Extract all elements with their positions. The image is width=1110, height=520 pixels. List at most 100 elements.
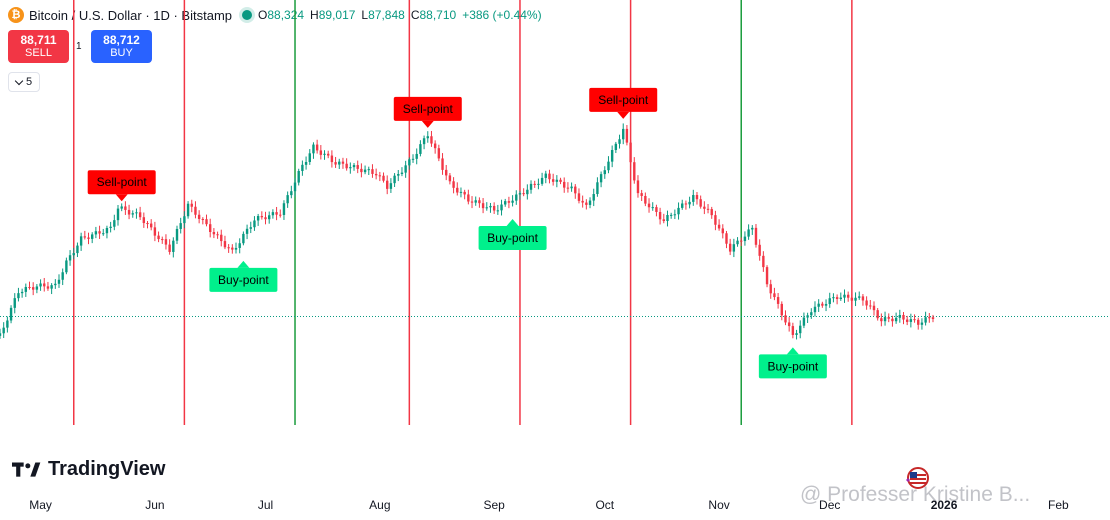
candle-233 (854, 292, 857, 307)
candle-109 (397, 170, 400, 182)
indicators-collapse-button[interactable]: 5 (8, 72, 40, 92)
candle-192 (703, 201, 706, 215)
candle-49 (175, 225, 179, 245)
market-open-dot-icon (242, 10, 252, 20)
candle-141 (515, 190, 518, 205)
sell-button[interactable]: 88,711 SELL (8, 30, 69, 63)
candle-174 (636, 175, 640, 198)
candle-247 (905, 315, 909, 326)
us-flag-icon (906, 467, 929, 489)
candle-37 (131, 210, 134, 218)
candle-147 (537, 178, 540, 190)
candle-106 (386, 175, 389, 195)
candle-48 (172, 237, 175, 258)
symbol-title[interactable]: Bitcoin / U.S. Dollar · 1D · Bitstamp (29, 7, 232, 23)
candle-110 (400, 167, 404, 177)
candle-152 (555, 175, 559, 188)
candle-132 (481, 198, 485, 214)
candle-188 (688, 196, 691, 209)
candle-118 (430, 130, 433, 147)
candle-207 (758, 239, 761, 261)
sell-label: SELL (25, 46, 52, 59)
candle-67 (242, 231, 245, 246)
candle-238 (872, 301, 876, 316)
candle-224 (821, 301, 824, 308)
candle-225 (824, 299, 828, 312)
candle-8 (24, 283, 28, 297)
candle-232 (850, 294, 854, 305)
buy-point-marker-4[interactable]: Buy-point (478, 218, 547, 250)
sell-point-marker-5[interactable]: Sell-point (589, 87, 658, 119)
candle-189 (692, 189, 695, 206)
candle-119 (433, 140, 437, 154)
candle-1 (0, 328, 2, 339)
candle-4 (9, 305, 13, 324)
candle-47 (168, 239, 171, 255)
candle-125 (456, 182, 459, 196)
candle-158 (577, 188, 581, 204)
candle-175 (640, 189, 643, 202)
candle-32 (113, 214, 116, 231)
candle-145 (529, 180, 533, 194)
author-watermark: @ Professer Kristine B... (800, 483, 1031, 506)
candle-2 (2, 322, 5, 339)
buy-button[interactable]: 88,712 BUY (91, 30, 152, 63)
candle-183 (669, 212, 673, 219)
candle-157 (574, 184, 577, 199)
candle-172 (629, 139, 632, 168)
tradingview-logo[interactable]: TradingView (12, 458, 165, 481)
candle-100 (363, 165, 367, 175)
candle-23 (79, 232, 83, 251)
candle-10 (31, 282, 35, 296)
candle-193 (706, 204, 710, 214)
x-tick-label: Jun (145, 498, 164, 512)
sell-price: 88,711 (20, 32, 57, 47)
candle-52 (186, 201, 190, 219)
candle-30 (105, 225, 109, 239)
high-value: 89,017 (318, 8, 356, 22)
candle-148 (540, 172, 544, 186)
candle-60 (216, 231, 219, 239)
candle-249 (913, 314, 916, 323)
candle-44 (157, 231, 160, 243)
candle-95 (345, 158, 348, 171)
candle-89 (323, 150, 326, 160)
candle-50 (179, 217, 182, 234)
candle-13 (43, 277, 46, 292)
candle-151 (551, 173, 555, 186)
candle-191 (699, 195, 702, 209)
buy-point-marker-6[interactable]: Buy-point (758, 347, 827, 379)
indicator-count: 5 (25, 76, 33, 88)
candle-116 (422, 135, 426, 150)
candle-195 (714, 210, 717, 231)
candle-69 (249, 221, 252, 234)
candle-254 (931, 314, 935, 323)
sell-point-marker-3[interactable]: Sell-point (393, 96, 462, 128)
low-value: 87,848 (368, 8, 405, 22)
candle-99 (360, 163, 363, 178)
candle-164 (599, 171, 603, 188)
candle-130 (474, 196, 477, 206)
sell-point-label: Sell-point (97, 175, 148, 189)
candle-104 (378, 171, 382, 182)
candle-59 (212, 228, 216, 239)
candle-203 (743, 231, 747, 246)
candle-20 (68, 250, 72, 266)
candle-219 (802, 312, 806, 329)
candle-222 (813, 301, 817, 317)
x-tick-label: Aug (369, 498, 390, 512)
candle-7 (20, 288, 24, 298)
candle-41 (146, 221, 149, 229)
candle-173 (633, 157, 636, 184)
candle-194 (710, 206, 713, 219)
candle-206 (754, 224, 758, 248)
candle-240 (880, 313, 883, 327)
buy-point-marker-2[interactable]: Buy-point (209, 260, 278, 292)
sell-point-marker-1[interactable]: Sell-point (87, 170, 156, 202)
candle-237 (869, 299, 872, 310)
candle-176 (644, 192, 647, 207)
candle-223 (817, 299, 820, 312)
candle-92 (334, 156, 337, 168)
candle-83 (301, 160, 304, 176)
